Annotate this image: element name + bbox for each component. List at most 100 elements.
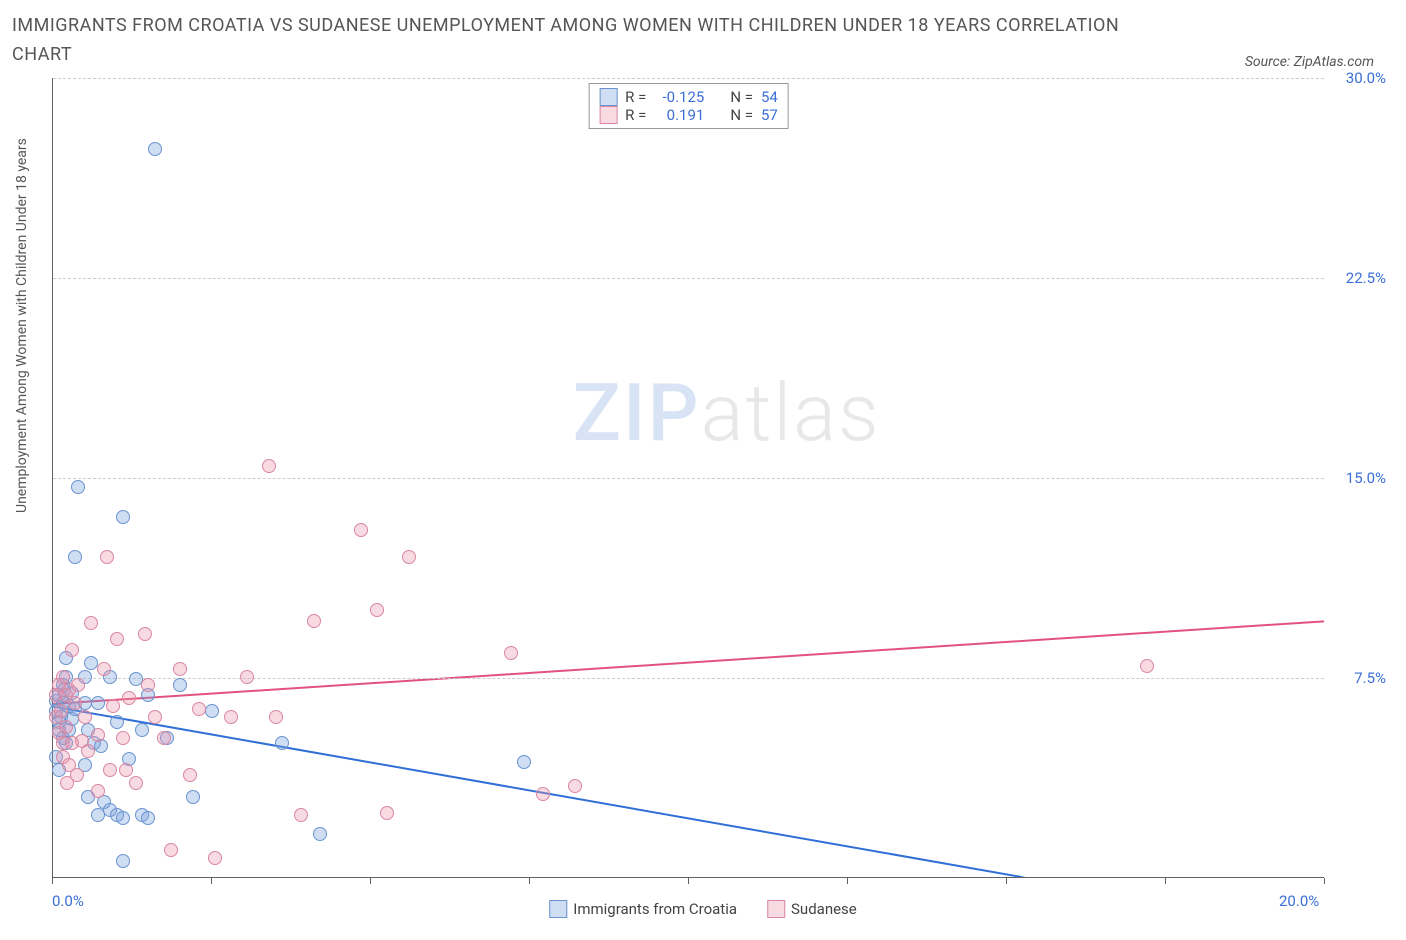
x-tick-mark <box>211 878 212 884</box>
data-point <box>183 768 197 782</box>
data-point <box>208 851 222 865</box>
watermark: ZIPatlas <box>573 366 881 460</box>
data-point <box>380 806 394 820</box>
data-point <box>71 678 85 692</box>
data-point <box>119 763 133 777</box>
gridline <box>53 78 1324 79</box>
x-tick-label: 20.0% <box>1279 892 1319 910</box>
data-point <box>68 696 82 710</box>
data-point <box>240 670 254 684</box>
x-tick-mark <box>52 878 53 884</box>
x-tick-mark <box>1165 878 1166 884</box>
data-point <box>148 710 162 724</box>
legend-item-croatia: Immigrants from Croatia <box>549 900 737 918</box>
data-point <box>54 704 68 718</box>
data-point <box>122 691 136 705</box>
y-tick-label: 30.0% <box>1346 69 1386 87</box>
data-point <box>135 723 149 737</box>
data-point <box>91 784 105 798</box>
data-point <box>173 662 187 676</box>
legend-row-croatia: R = -0.125 N = 54 <box>599 88 778 106</box>
chart-container: Unemployment Among Women with Children U… <box>12 78 1394 928</box>
data-point <box>56 670 70 684</box>
data-point <box>262 459 276 473</box>
data-point <box>91 728 105 742</box>
chart-title: IMMIGRANTS FROM CROATIA VS SUDANESE UNEM… <box>12 12 1132 70</box>
data-point <box>1140 659 1154 673</box>
data-point <box>192 702 206 716</box>
data-point <box>106 699 120 713</box>
data-point <box>70 768 84 782</box>
data-point <box>110 715 124 729</box>
watermark-atlas: atlas <box>701 366 881 460</box>
data-point <box>148 142 162 156</box>
n-label-2: N = <box>730 106 753 124</box>
data-point <box>141 678 155 692</box>
r-label: R = <box>625 88 646 106</box>
y-tick-label: 15.0% <box>1346 469 1386 487</box>
legend-row-sudanese: R = 0.191 N = 57 <box>599 106 778 124</box>
data-point <box>294 808 308 822</box>
x-tick-mark <box>529 878 530 884</box>
data-point <box>116 731 130 745</box>
data-point <box>370 603 384 617</box>
data-point <box>91 696 105 710</box>
header: IMMIGRANTS FROM CROATIA VS SUDANESE UNEM… <box>12 12 1394 70</box>
series-legend: Immigrants from Croatia Sudanese <box>549 900 857 918</box>
x-tick-mark <box>688 878 689 884</box>
r-label-2: R = <box>625 106 646 124</box>
x-tick-mark <box>1006 878 1007 884</box>
x-tick-mark <box>847 878 848 884</box>
data-point <box>138 627 152 641</box>
swatch-sudanese <box>599 106 617 124</box>
legend-item-sudanese: Sudanese <box>767 900 857 918</box>
data-point <box>205 704 219 718</box>
swatch-sudanese-bottom <box>767 900 785 918</box>
data-point <box>129 776 143 790</box>
legend-label-sudanese: Sudanese <box>791 900 857 918</box>
gridline <box>53 278 1324 279</box>
watermark-zip: ZIP <box>573 366 701 460</box>
data-point <box>84 616 98 630</box>
n-label: N = <box>730 88 753 106</box>
data-point <box>103 763 117 777</box>
data-point <box>173 678 187 692</box>
data-point <box>71 480 85 494</box>
n-value-croatia: 54 <box>761 88 778 106</box>
data-point <box>65 643 79 657</box>
legend-label-croatia: Immigrants from Croatia <box>573 900 737 918</box>
data-point <box>164 843 178 857</box>
x-tick-label: 0.0% <box>52 892 84 910</box>
data-point <box>116 854 130 868</box>
data-point <box>224 710 238 724</box>
data-point <box>78 710 92 724</box>
gridline <box>53 478 1324 479</box>
data-point <box>313 827 327 841</box>
r-value-croatia: -0.125 <box>654 88 704 106</box>
data-point <box>141 811 155 825</box>
x-tick-mark <box>1324 878 1325 884</box>
source-label: Source: ZipAtlas.com <box>1245 54 1394 70</box>
x-tick-mark <box>370 878 371 884</box>
data-point <box>517 755 531 769</box>
swatch-croatia <box>599 88 617 106</box>
data-point <box>100 550 114 564</box>
data-point <box>354 523 368 537</box>
data-point <box>110 632 124 646</box>
correlation-legend: R = -0.125 N = 54 R = 0.191 N = 57 <box>588 83 789 129</box>
y-tick-label: 22.5% <box>1346 269 1386 287</box>
data-point <box>504 646 518 660</box>
data-point <box>307 614 321 628</box>
data-point <box>568 779 582 793</box>
data-point <box>116 510 130 524</box>
data-point <box>68 550 82 564</box>
y-axis-label: Unemployment Among Women with Children U… <box>14 493 30 513</box>
data-point <box>186 790 200 804</box>
r-value-sudanese: 0.191 <box>654 106 704 124</box>
data-point <box>157 731 171 745</box>
data-point <box>81 744 95 758</box>
y-tick-label: 7.5% <box>1354 669 1386 687</box>
data-point <box>59 720 73 734</box>
data-point <box>402 550 416 564</box>
plot-area: ZIPatlas R = -0.125 N = 54 R = 0.191 N =… <box>52 78 1324 878</box>
